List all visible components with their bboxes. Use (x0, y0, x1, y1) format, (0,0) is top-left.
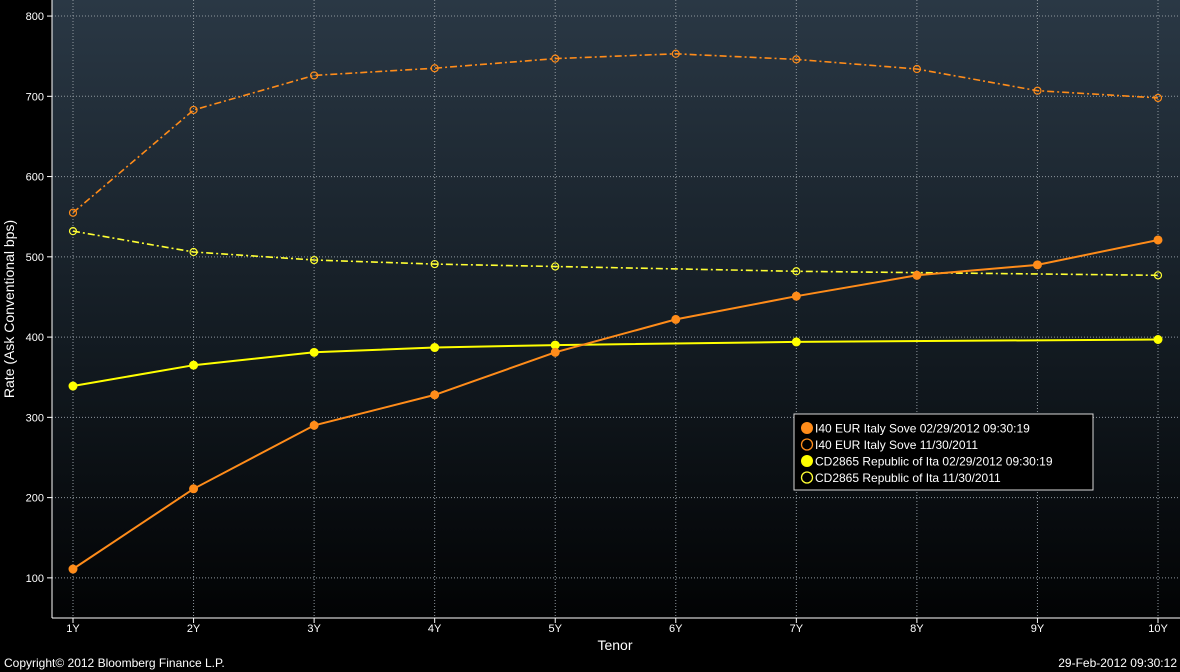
x-axis-title: Tenor (597, 637, 632, 653)
timestamp-text: 29-Feb-2012 09:30:12 (1058, 656, 1177, 670)
data-point-1-7y (792, 267, 801, 276)
y-tick-label-600: 600 (26, 172, 44, 184)
series-i40-eur-italy-sove-11-30-2011 (68, 49, 1163, 217)
legend-marker-1 (800, 471, 814, 484)
plot-background (52, 0, 1180, 618)
x-tick-label-6y: 6Y (669, 623, 683, 635)
data-point-0-6y (671, 49, 680, 58)
data-point-2-4y (430, 343, 440, 353)
data-point-2-2y (189, 360, 199, 370)
data-point-3-5y (550, 347, 560, 357)
copyright-text: Copyright© 2012 Bloomberg Finance L.P. (4, 656, 225, 670)
y-tick-label-400: 400 (26, 332, 44, 344)
data-point-2-1y (68, 381, 78, 391)
data-point-1-10y (1153, 271, 1163, 280)
data-point-1-3y (310, 255, 319, 265)
y-tick-label-300: 300 (26, 412, 44, 424)
legend: I40 EUR Italy Sove 02/29/2012 09:30:19 I4… (793, 413, 1094, 491)
legend-label-2: CD2865 Republic of Ita 02/29/2012 09:30:… (815, 455, 1053, 469)
y-tick-label-800: 800 (26, 11, 44, 23)
data-point-2-10y (1153, 334, 1163, 344)
y-tick-label-100: 100 (26, 573, 44, 585)
legend-label-0: I40 EUR Italy Sove 11/30/2011 (815, 438, 978, 452)
data-point-2-3y (309, 347, 319, 357)
y-tick-label-200: 200 (26, 493, 44, 505)
x-tick-label-10y: 10Y (1148, 623, 1168, 635)
data-point-3-1y (68, 564, 78, 574)
axes: 100 200 300 400 500 600 700 800 1Y 2Y 3Y 4Y 5Y 6Y 7Y 8Y… (26, 0, 1180, 635)
grid-lines (52, 0, 1180, 618)
x-tick-label-2y: 2Y (187, 623, 201, 635)
data-point-3-8y (912, 270, 922, 280)
legend-label-3: I40 EUR Italy Sove 02/29/2012 09:30:19 (815, 422, 1030, 436)
legend-marker-3 (801, 422, 813, 434)
series-cd2865-republic-of-ita-02-29-2012-09-30-19 (68, 334, 1163, 391)
data-point-3-3y (309, 420, 319, 430)
series-cd2865-republic-of-ita-11-30-2011 (68, 227, 1163, 280)
data-point-0-7y (792, 55, 801, 64)
data-point-3-6y (671, 314, 681, 324)
data-point-1-4y (430, 259, 439, 269)
y-tick-label-700: 700 (26, 91, 44, 103)
data-point-0-10y (1153, 93, 1163, 103)
data-point-2-7y (791, 337, 801, 347)
data-point-0-5y (551, 54, 560, 63)
series-i40-eur-italy-sove-02-29-2012-09-30-19 (68, 235, 1163, 574)
x-tick-label-4y: 4Y (428, 623, 442, 635)
data-point-0-2y (189, 105, 198, 115)
series-layer (68, 49, 1163, 574)
legend-box (793, 413, 1094, 491)
data-point-1-1y (68, 227, 78, 236)
data-point-1-5y (551, 262, 560, 271)
x-tick-label-7y: 7Y (790, 623, 804, 635)
series-line-3 (72, 239, 1159, 570)
data-point-0-9y (1033, 86, 1042, 95)
y-tick-label-500: 500 (26, 252, 44, 264)
series-line-1 (72, 230, 1159, 277)
x-tick-label-1y: 1Y (66, 623, 80, 635)
data-point-3-4y (430, 390, 440, 400)
data-point-0-3y (310, 71, 319, 80)
legend-marker-2 (801, 455, 813, 467)
legend-label-1: CD2865 Republic of Ita 11/30/2011 (815, 471, 1001, 485)
data-point-3-10y (1153, 235, 1163, 245)
data-point-3-9y (1032, 260, 1042, 270)
data-point-0-4y (430, 64, 439, 73)
data-point-3-2y (189, 484, 199, 494)
x-tick-label-9y: 9Y (1031, 623, 1045, 635)
x-tick-label-5y: 5Y (548, 623, 562, 635)
y-axis-title: Rate (Ask Conventional bps) (1, 220, 17, 398)
data-point-3-7y (791, 291, 801, 301)
x-tick-label-8y: 8Y (910, 623, 924, 635)
data-point-1-2y (189, 247, 198, 257)
data-point-0-1y (68, 208, 78, 217)
legend-marker-0 (800, 438, 814, 451)
series-line-0 (72, 52, 1159, 214)
data-point-0-8y (912, 64, 921, 74)
x-tick-label-3y: 3Y (307, 623, 321, 635)
